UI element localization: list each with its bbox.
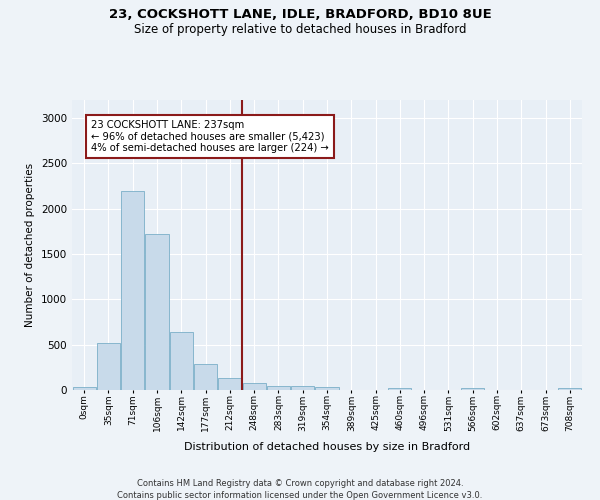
Bar [97, 343, 120, 390]
Text: 23 COCKSHOTT LANE: 237sqm
← 96% of detached houses are smaller (5,423)
4% of sem: 23 COCKSHOTT LANE: 237sqm ← 96% of detac… [91, 120, 329, 153]
Bar [291, 386, 314, 390]
Y-axis label: Number of detached properties: Number of detached properties [25, 163, 35, 327]
Bar [267, 386, 290, 390]
Text: 23, COCKSHOTT LANE, IDLE, BRADFORD, BD10 8UE: 23, COCKSHOTT LANE, IDLE, BRADFORD, BD10… [109, 8, 491, 20]
Text: Contains public sector information licensed under the Open Government Licence v3: Contains public sector information licen… [118, 491, 482, 500]
Bar [388, 388, 412, 390]
Bar [170, 332, 193, 390]
Bar [73, 388, 95, 390]
Bar [121, 190, 144, 390]
Text: Distribution of detached houses by size in Bradford: Distribution of detached houses by size … [184, 442, 470, 452]
Bar [316, 387, 338, 390]
Bar [242, 383, 266, 390]
Bar [218, 378, 241, 390]
Bar [461, 388, 484, 390]
Text: Size of property relative to detached houses in Bradford: Size of property relative to detached ho… [134, 22, 466, 36]
Bar [559, 388, 581, 390]
Text: Contains HM Land Registry data © Crown copyright and database right 2024.: Contains HM Land Registry data © Crown c… [137, 479, 463, 488]
Bar [145, 234, 169, 390]
Bar [194, 364, 217, 390]
